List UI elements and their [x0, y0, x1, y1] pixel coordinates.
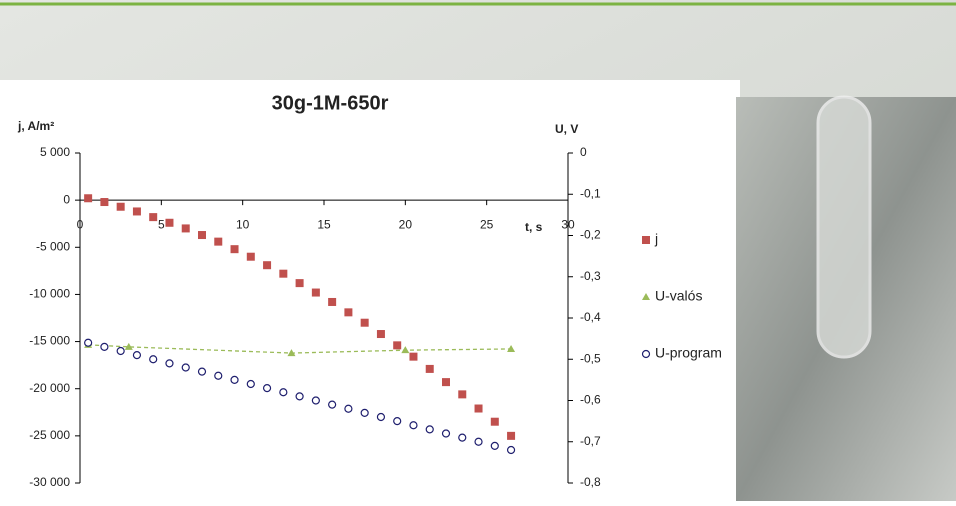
- data-point: [101, 343, 108, 350]
- y-tick-label: 5 000: [40, 145, 70, 159]
- y2-tick-label: -0,3: [580, 269, 601, 283]
- legend-label: j: [654, 231, 658, 247]
- data-point: [491, 442, 498, 449]
- data-point: [85, 339, 92, 346]
- data-point: [377, 414, 384, 421]
- data-point: [150, 356, 157, 363]
- data-point: [280, 389, 287, 396]
- data-point: [394, 418, 401, 425]
- x-tick-label: 0: [77, 217, 84, 231]
- data-point: [426, 365, 434, 373]
- y-tick-label: 0: [63, 192, 70, 206]
- data-point: [231, 376, 238, 383]
- data-point: [263, 261, 271, 269]
- data-point: [296, 393, 303, 400]
- legend-marker: [642, 236, 650, 244]
- data-point: [264, 385, 271, 392]
- y2-tick-label: -0,5: [580, 351, 601, 365]
- data-point: [214, 238, 222, 246]
- legend-label: U-program: [655, 345, 722, 361]
- y-tick-label: -15 000: [29, 334, 70, 348]
- data-point: [133, 352, 140, 359]
- data-point: [279, 270, 287, 278]
- y2-tick-label: -0,8: [580, 475, 601, 489]
- data-point: [149, 213, 157, 221]
- data-point: [426, 426, 433, 433]
- data-point: [199, 368, 206, 375]
- data-point: [345, 405, 352, 412]
- y-tick-label: -20 000: [29, 381, 70, 395]
- data-point: [117, 348, 124, 355]
- data-point: [312, 289, 320, 297]
- data-point: [491, 418, 499, 426]
- data-point: [458, 390, 466, 398]
- x-axis-label: t, s: [525, 220, 543, 234]
- data-point: [198, 231, 206, 239]
- x-tick-label: 10: [236, 217, 250, 231]
- legend-label: U-valós: [655, 288, 702, 304]
- y2-axis-label: U, V: [555, 122, 578, 136]
- data-point: [475, 405, 483, 413]
- y-tick-label: -5 000: [36, 239, 70, 253]
- data-point: [361, 319, 369, 327]
- data-point: [344, 308, 352, 316]
- y2-tick-label: -0,7: [580, 434, 601, 448]
- data-point: [393, 341, 401, 349]
- data-point: [100, 198, 108, 206]
- data-point: [247, 253, 255, 261]
- data-point: [182, 224, 190, 232]
- y2-tick-label: 0: [580, 145, 587, 159]
- y-axis-label: j, A/m²: [17, 119, 54, 133]
- x-tick-label: 5: [158, 217, 165, 231]
- y-tick-label: -10 000: [29, 287, 70, 301]
- data-point: [182, 364, 189, 371]
- chart-panel: [0, 80, 740, 501]
- data-point: [247, 381, 254, 388]
- data-point: [377, 330, 385, 338]
- data-point: [329, 401, 336, 408]
- data-point: [507, 432, 515, 440]
- data-point: [361, 409, 368, 416]
- data-point: [508, 447, 515, 454]
- data-point: [443, 430, 450, 437]
- chart-title: 30g-1M-650r: [272, 92, 389, 114]
- data-point: [442, 378, 450, 386]
- data-point: [84, 194, 92, 202]
- y2-tick-label: -0,4: [580, 310, 601, 324]
- y-tick-label: -30 000: [29, 475, 70, 489]
- y-tick-label: -25 000: [29, 428, 70, 442]
- data-point: [117, 203, 125, 211]
- data-point: [215, 372, 222, 379]
- data-point: [328, 298, 336, 306]
- test-tube: [818, 97, 870, 357]
- data-point: [312, 397, 319, 404]
- x-tick-label: 25: [480, 217, 494, 231]
- data-point: [165, 219, 173, 227]
- y2-tick-label: -0,2: [580, 228, 601, 242]
- data-point: [166, 360, 173, 367]
- x-tick-label: 20: [399, 217, 413, 231]
- data-point: [231, 245, 239, 253]
- data-point: [296, 279, 304, 287]
- legend-marker: [643, 351, 650, 358]
- y2-tick-label: -0,6: [580, 393, 601, 407]
- x-tick-label: 15: [317, 217, 331, 231]
- data-point: [409, 353, 417, 361]
- y2-tick-label: -0,1: [580, 186, 601, 200]
- x-tick-label: 30: [561, 217, 575, 231]
- data-point: [133, 207, 141, 215]
- slide: 30g-1M-650r j, A/m² U, V t, s 5 000 0 -5 0…: [0, 0, 956, 501]
- data-point: [410, 422, 417, 429]
- data-point: [475, 438, 482, 445]
- data-point: [459, 434, 466, 441]
